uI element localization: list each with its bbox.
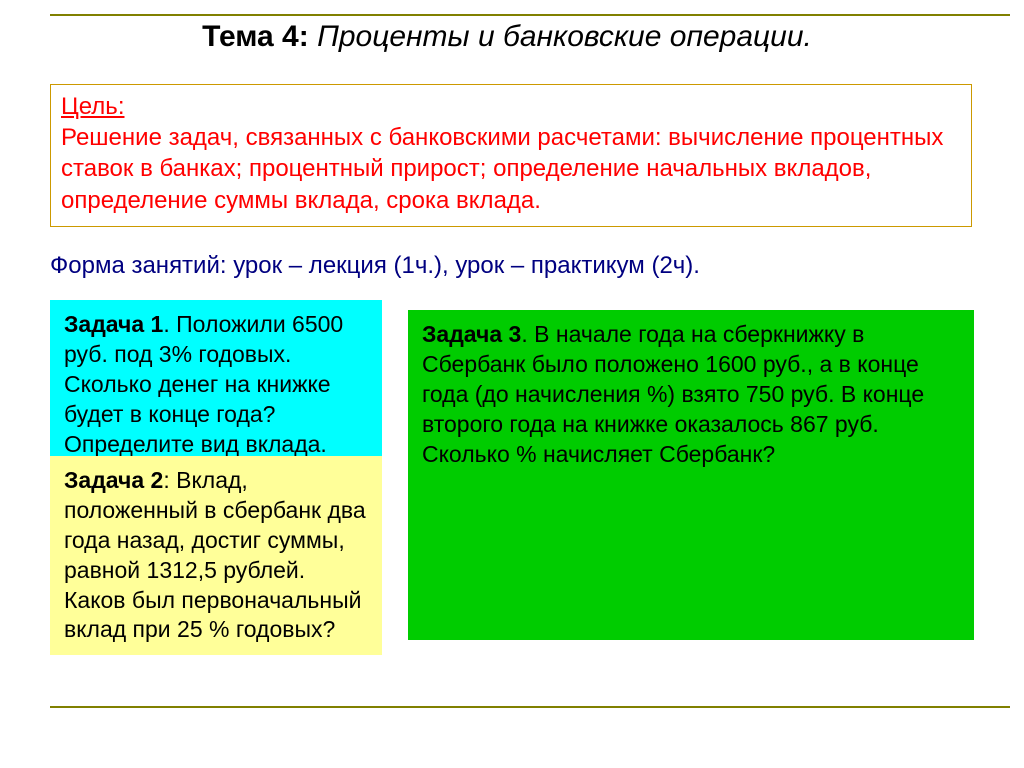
title-text: Проценты и банковские операции. (317, 20, 812, 53)
top-rule (50, 14, 1010, 16)
task1-label: Задача 1 (64, 311, 163, 337)
task1-box: Задача 1. Положили 6500 руб. под 3% годо… (50, 300, 382, 469)
task3-box: Задача 3. В начале года на сберкнижку в … (408, 310, 974, 640)
task2-label: Задача 2 (64, 467, 163, 493)
slide: Тема 4: Проценты и банковские операции. … (0, 0, 1024, 768)
form-line: Форма занятий: урок – лекция (1ч.), урок… (50, 252, 700, 280)
title-label: Тема 4: (202, 20, 309, 53)
goal-label: Цель: (61, 91, 961, 122)
goal-box: Цель: Решение задач, связанных с банковс… (50, 84, 972, 227)
task3-label: Задача 3 (422, 321, 521, 347)
slide-title: Тема 4: Проценты и банковские операции. (50, 18, 964, 56)
task2-text: : Вклад, положенный в сбербанк два года … (64, 467, 366, 642)
bottom-rule (50, 706, 1010, 708)
task2-box: Задача 2: Вклад, положенный в сбербанк д… (50, 456, 382, 655)
goal-text: Решение задач, связанных с банковскими р… (61, 122, 961, 216)
